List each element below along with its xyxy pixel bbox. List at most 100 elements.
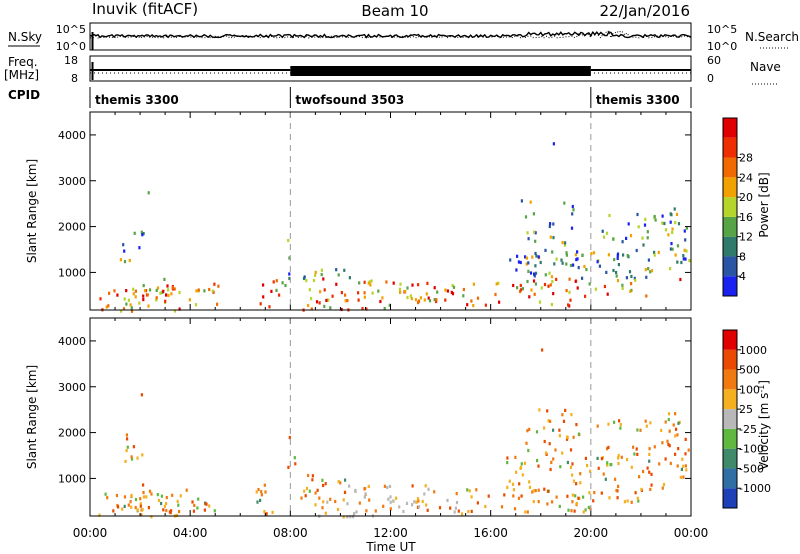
echo-cell: [512, 494, 515, 498]
echo-cell: [127, 503, 130, 507]
echo-cell: [548, 442, 551, 446]
echo-cell: [520, 462, 523, 466]
echo-cell: [677, 222, 681, 226]
y-tick-label: 2000: [58, 427, 86, 440]
echo-cell: [677, 421, 680, 425]
echo-cell: [534, 489, 537, 493]
echo-cell: [563, 201, 566, 205]
echo-cell: [620, 455, 623, 459]
noise-traces: [89, 29, 692, 50]
echo-cell: [170, 509, 173, 513]
echo-cell: [363, 495, 366, 499]
echo-cell: [363, 291, 366, 295]
echo-cell: [666, 439, 669, 443]
echo-cell: [521, 287, 524, 291]
echo-cell: [335, 282, 338, 286]
echo-cell: [551, 500, 554, 504]
noise-ylabel: N.Sky: [8, 30, 42, 44]
echo-cell: [203, 508, 206, 512]
echo-cell: [435, 299, 438, 304]
echo-cell: [572, 479, 575, 483]
echo-cell: [142, 294, 145, 298]
echo-cell: [178, 510, 181, 514]
echo-cell: [637, 499, 640, 503]
echo-cell: [484, 303, 487, 307]
echo-cell: [564, 408, 567, 412]
echo-cell: [657, 250, 660, 255]
echo-cell: [140, 393, 143, 397]
echo-cell: [423, 298, 426, 302]
echo-cell: [509, 258, 512, 262]
echo-cell: [543, 439, 546, 444]
echo-cell: [259, 498, 262, 502]
echo-cell: [134, 289, 137, 293]
echo-cell: [385, 280, 388, 284]
echo-cell: [680, 260, 683, 265]
echo-cell: [318, 301, 321, 305]
echo-cell: [165, 293, 168, 297]
echo-cell: [188, 298, 191, 302]
echo-cell: [571, 204, 574, 209]
echo-cell: [503, 493, 506, 497]
echo-cell: [146, 293, 149, 297]
echo-cell: [625, 236, 628, 240]
echo-cell: [177, 503, 180, 507]
echo-cell: [577, 432, 580, 436]
x-tick-label: 00:00: [674, 526, 709, 540]
echo-cell: [569, 448, 573, 452]
echo-cell: [451, 283, 454, 288]
echo-cell: [574, 494, 577, 498]
echo-cell: [470, 495, 473, 499]
echo-cell: [314, 503, 317, 507]
x-tick-label: 08:00: [273, 526, 308, 540]
power-panel: 1000 2000 3000 4000 Slant Range [km]: [25, 111, 692, 313]
echo-cell: [329, 306, 332, 310]
power-frame: [89, 111, 692, 311]
echo-cell: [584, 456, 587, 460]
echo-cell: [520, 494, 523, 498]
echo-cell: [343, 490, 347, 494]
echo-cell: [462, 294, 465, 298]
echo-cell: [519, 283, 522, 288]
echo-cell: [664, 457, 667, 461]
echo-cell: [411, 283, 414, 287]
echo-cell: [255, 490, 258, 494]
echo-cell: [352, 515, 355, 519]
echo-cell: [414, 298, 418, 302]
echo-cell: [155, 298, 158, 302]
echo-cell: [392, 281, 395, 285]
echo-cell: [630, 274, 633, 279]
echo-cell: [472, 304, 475, 308]
echo-cell: [664, 228, 668, 232]
echo-cell: [343, 268, 346, 272]
echo-cell: [446, 289, 449, 293]
echo-cell: [130, 505, 133, 509]
echo-cell: [530, 288, 533, 292]
echo-cell: [544, 273, 547, 277]
colorbar-tick-label: 500: [739, 364, 760, 377]
echo-cell: [590, 252, 593, 256]
echo-cell: [288, 276, 291, 281]
echo-cell: [602, 235, 606, 239]
velocity-data-cells: [98, 348, 690, 519]
colorbar-segment: [723, 276, 737, 296]
echo-cell: [674, 221, 677, 225]
echo-cell: [586, 464, 589, 468]
x-tick-label: 16:00: [473, 526, 508, 540]
echo-cell: [672, 423, 675, 427]
echo-cell: [324, 511, 327, 515]
echo-cell: [415, 500, 418, 504]
echo-cell: [606, 463, 609, 467]
echo-cell: [358, 501, 361, 505]
colorbar-tick-label: 20: [739, 191, 753, 204]
echo-cell: [607, 253, 610, 257]
echo-cell: [646, 230, 649, 234]
echo-cell: [555, 495, 558, 499]
echo-cell: [192, 509, 195, 513]
echo-cell: [147, 191, 150, 195]
freq-left-tick-top: 18: [64, 54, 78, 67]
echo-cell: [147, 506, 150, 510]
echo-cell: [644, 268, 647, 272]
echo-cell: [337, 273, 340, 277]
echo-cell: [462, 287, 465, 292]
